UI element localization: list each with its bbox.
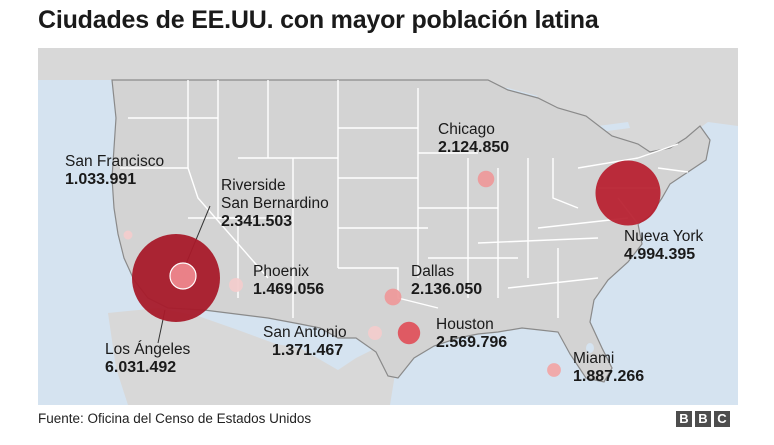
city-name: Houston — [436, 316, 494, 333]
city-name: Miami — [573, 350, 615, 367]
city-name: San Antonio — [263, 324, 347, 341]
city-label-riverside: Riverside San Bernardino 2.341.503 — [221, 177, 329, 231]
city-name: Phoenix — [253, 263, 310, 280]
city-population: 4.994.395 — [624, 246, 696, 263]
bbc-logo: B B C — [676, 411, 730, 427]
city-bubble-san-antonio — [368, 326, 382, 340]
source-note: Fuente: Oficina del Censo de Estados Uni… — [38, 411, 312, 426]
city-population: 2.124.850 — [438, 139, 510, 156]
city-bubble-chicago — [477, 170, 495, 188]
canada-land — [38, 48, 738, 152]
city-name: Riverside San Bernardino — [221, 177, 329, 212]
city-label-dallas: Dallas 2.136.050 — [411, 263, 482, 299]
city-population: 6.031.492 — [105, 359, 177, 376]
city-bubble-dallas — [384, 288, 402, 306]
city-label-miami: Miami 1.887.266 — [573, 350, 644, 386]
us-map-svg — [38, 48, 738, 405]
city-bubbles — [123, 160, 661, 377]
city-label-chicago: Chicago 2.124.850 — [438, 121, 509, 157]
mexico-land — [108, 308, 396, 405]
city-name: Los Ángeles — [105, 341, 191, 358]
city-label-san-antonio: San Antonio 1.371.467 — [263, 324, 347, 360]
lake-ontario — [598, 122, 630, 132]
city-bubble-miami — [547, 363, 561, 377]
city-name: Nueva York — [624, 228, 704, 245]
city-label-san-francisco: San Francisco 1.033.991 — [65, 153, 164, 189]
city-population: 1.887.266 — [573, 368, 645, 385]
city-population: 1.371.467 — [272, 342, 344, 359]
logo-letter: C — [714, 411, 730, 427]
city-bubble-riverside — [169, 262, 197, 290]
city-population: 2.341.503 — [221, 213, 293, 230]
city-population: 1.469.056 — [253, 281, 325, 298]
city-label-los-angeles: Los Ángeles 6.031.492 — [105, 341, 190, 377]
city-label-houston: Houston 2.569.796 — [436, 316, 507, 352]
chart-title: Ciudades de EE.UU. con mayor población l… — [38, 6, 599, 34]
city-bubble-houston — [397, 321, 421, 345]
city-bubble-phoenix — [229, 278, 243, 292]
city-name: Chicago — [438, 121, 495, 138]
logo-letter: B — [695, 411, 711, 427]
lake-okeechobee — [586, 343, 594, 353]
city-label-nueva-york: Nueva York 4.994.395 — [624, 228, 703, 264]
city-population: 2.569.796 — [436, 334, 508, 351]
city-name: Dallas — [411, 263, 455, 280]
city-bubble-nueva-york — [595, 160, 661, 226]
city-bubble-san-francisco — [123, 230, 133, 240]
map — [38, 48, 738, 405]
city-population: 1.033.991 — [65, 171, 137, 188]
city-label-phoenix: Phoenix 1.469.056 — [253, 263, 324, 299]
city-name: San Francisco — [65, 153, 165, 170]
logo-letter: B — [676, 411, 692, 427]
city-population: 2.136.050 — [411, 281, 483, 298]
